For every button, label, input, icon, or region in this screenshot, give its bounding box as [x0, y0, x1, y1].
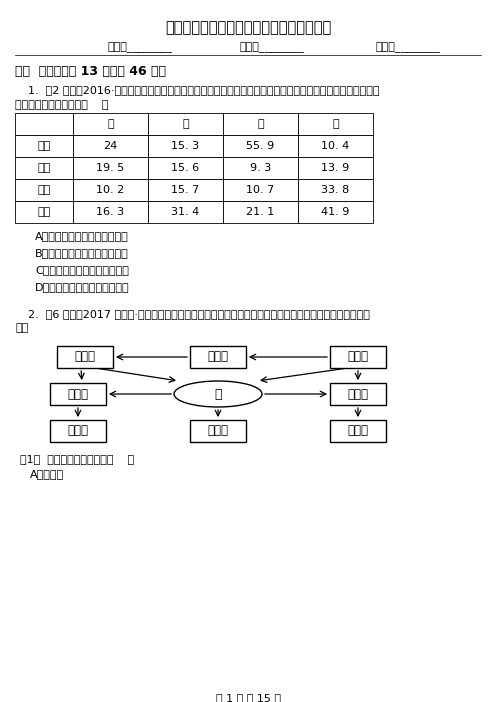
Text: 15. 7: 15. 7 [172, 185, 199, 195]
Bar [298, 157, 373, 179]
Bar [330, 346, 386, 368]
Text: 21. 1: 21. 1 [247, 207, 275, 217]
Text: 一、  单选题（共 13 题；共 46 分）: 一、 单选题（共 13 题；共 46 分） [15, 65, 166, 78]
Text: 10. 7: 10. 7 [247, 185, 275, 195]
Bar [15, 135, 73, 157]
Text: 乙: 乙 [182, 119, 189, 129]
Bar [148, 135, 223, 157]
Bar [73, 135, 148, 157]
Text: 甲: 甲 [214, 388, 222, 401]
Bar [330, 420, 386, 442]
Text: 13. 9: 13. 9 [321, 163, 350, 173]
Text: 16. 3: 16. 3 [96, 207, 124, 217]
Text: 纸浆厂: 纸浆厂 [67, 388, 88, 401]
Text: 姓名：________: 姓名：________ [108, 42, 173, 53]
Bar [73, 201, 148, 223]
Bar [298, 135, 373, 157]
Text: A．中国、印度、英国、俄罗斯: A．中国、印度、英国、俄罗斯 [35, 231, 129, 241]
Text: 31. 4: 31. 4 [172, 207, 199, 217]
Text: B．俄罗斯、英国、中国、印度: B．俄罗斯、英国、中国、印度 [35, 248, 129, 258]
Text: 19. 5: 19. 5 [96, 163, 124, 173]
Bar [148, 113, 223, 135]
Bar [298, 201, 373, 223]
Text: 33. 8: 33. 8 [321, 185, 350, 195]
Bar [223, 135, 298, 157]
Text: 甲: 甲 [107, 119, 114, 129]
Bar [73, 113, 148, 135]
Bar [148, 157, 223, 179]
Bar [223, 179, 298, 201]
Text: 化肥厂: 化肥厂 [207, 350, 229, 364]
Text: （1）  图中甲企业最可能是（    ）: （1） 图中甲企业最可能是（ ） [20, 454, 134, 464]
Text: 41. 9: 41. 9 [321, 207, 350, 217]
Bar [298, 179, 373, 201]
Bar [223, 201, 298, 223]
Text: 15. 3: 15. 3 [172, 141, 199, 151]
Bar [15, 201, 73, 223]
Text: 成绩：________: 成绩：________ [375, 42, 440, 53]
Text: 养鱼场: 养鱼场 [207, 425, 229, 437]
Bar [15, 113, 73, 135]
Bar [190, 420, 246, 442]
Bar [330, 383, 386, 405]
Text: 林地: 林地 [37, 163, 51, 173]
Text: C．英国、俄罗斯、印度、中国: C．英国、俄罗斯、印度、中国 [35, 265, 129, 275]
Text: 丙、丁四个国家分别是（    ）: 丙、丁四个国家分别是（ ） [15, 100, 109, 110]
Bar [15, 157, 73, 179]
Text: 酿酒厂: 酿酒厂 [348, 350, 369, 364]
Text: 甘蔗田: 甘蔗田 [74, 350, 96, 364]
Bar [298, 113, 373, 135]
Bar [73, 179, 148, 201]
Bar [223, 113, 298, 135]
Text: 24: 24 [103, 141, 118, 151]
Text: 造纸厂: 造纸厂 [67, 425, 88, 437]
Text: 耕地: 耕地 [37, 141, 51, 151]
Text: 草地: 草地 [37, 185, 51, 195]
Bar [223, 157, 298, 179]
Text: 2.  （6 分）（2017 高一下·唐山期末）下图为我国某企业集团生态产业园区的生产联系图，读图完成下列各: 2. （6 分）（2017 高一下·唐山期末）下图为我国某企业集团生态产业园区的… [28, 309, 370, 319]
Text: 班级：________: 班级：________ [240, 42, 305, 53]
Text: 第 1 页 共 15 页: 第 1 页 共 15 页 [215, 693, 281, 702]
Bar [15, 179, 73, 201]
Text: 水泥厂: 水泥厂 [348, 425, 369, 437]
Bar [50, 383, 106, 405]
Text: 题。: 题。 [15, 323, 28, 333]
Text: 安徽省安庆市高一下学期地理期末考试试卷: 安徽省安庆市高一下学期地理期末考试试卷 [165, 20, 331, 35]
Text: D．印度、中国、俄罗斯、英国: D．印度、中国、俄罗斯、英国 [35, 282, 129, 292]
Bar [148, 179, 223, 201]
Text: 丙: 丙 [257, 119, 264, 129]
Text: A．服装厂: A．服装厂 [30, 469, 64, 479]
Bar [50, 420, 106, 442]
Text: 15. 6: 15. 6 [172, 163, 199, 173]
Text: 发电厂: 发电厂 [348, 388, 369, 401]
Bar [148, 201, 223, 223]
Bar [190, 346, 246, 368]
Text: 9. 3: 9. 3 [250, 163, 271, 173]
Text: 丁: 丁 [332, 119, 339, 129]
Bar [57, 346, 113, 368]
Text: 1.  （2 分）（2016·陕西模拟）下表是中国、英国、印度、俄罗斯四个国家土地利用类型的比重，表中甲、乙、: 1. （2 分）（2016·陕西模拟）下表是中国、英国、印度、俄罗斯四个国家土地… [28, 85, 379, 95]
Bar [73, 157, 148, 179]
Text: 其他: 其他 [37, 207, 51, 217]
Text: 10. 4: 10. 4 [321, 141, 350, 151]
Text: 55. 9: 55. 9 [247, 141, 275, 151]
Ellipse shape [174, 381, 262, 407]
Text: 10. 2: 10. 2 [96, 185, 124, 195]
